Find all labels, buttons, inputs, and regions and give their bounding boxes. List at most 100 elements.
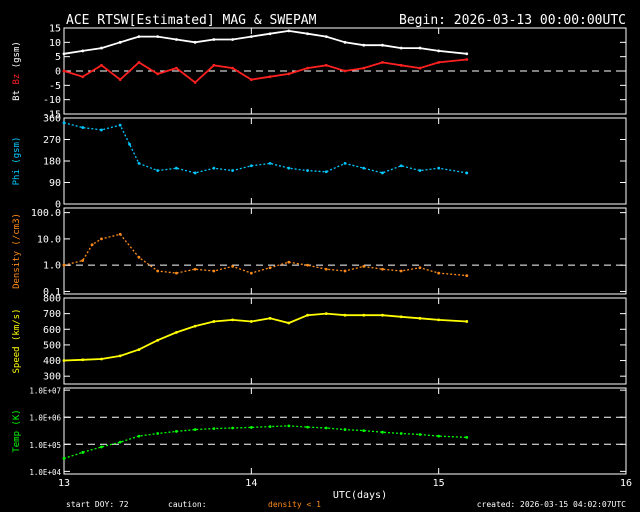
series-bz-line (63, 58, 467, 84)
series-bt-point (175, 38, 178, 41)
y-axis-label-part: Bt (12, 90, 22, 101)
series-bt-point (362, 43, 366, 47)
x-axis-label: UTC(days) (333, 490, 387, 501)
series-bz-point (381, 61, 384, 64)
series-bt-point (437, 49, 441, 53)
created-time: created: 2026-03-15 04:02:07UTC (477, 500, 626, 509)
y-axis-label-part: Bz (12, 74, 22, 90)
panel-frame (63, 387, 627, 475)
series-phi-point (362, 166, 366, 170)
series-temp-point (137, 434, 141, 438)
y-tick-label: 1.0E+05 (29, 441, 61, 450)
y-tick-label: 0.1 (43, 287, 61, 298)
series-bt-point (118, 40, 122, 44)
series-density-point (418, 266, 422, 270)
series-phi-point (381, 171, 384, 175)
series-speed-point (287, 321, 291, 325)
series-bz-point (81, 75, 85, 79)
series-density-point (268, 266, 272, 270)
series-density-point (90, 243, 94, 247)
panel-phi: 360 270 180 90 0 Phi (gsm) (12, 114, 627, 211)
series-speed-point (465, 320, 469, 323)
y-tick-label: 90 (49, 178, 61, 189)
series-bz-point (156, 72, 160, 76)
series-density-point (81, 259, 85, 262)
series-phi-line (63, 122, 467, 174)
series-bz-point (324, 63, 328, 67)
series-speed-point (62, 359, 66, 362)
series-density-point (62, 263, 66, 267)
y-tick-label: 10.0 (37, 234, 61, 245)
series-bz-point (287, 72, 291, 76)
series-phi-point (81, 126, 85, 129)
y-axis-label: Phi (gsm) (12, 137, 22, 186)
series-phi-point (231, 169, 235, 172)
series-density-point (399, 269, 403, 273)
start-doy: start DOY: 72 (66, 500, 129, 509)
y-axis-label: Speed (km/s) (12, 308, 22, 373)
series-density-point (324, 267, 328, 271)
series-speed-point (437, 318, 441, 322)
panel-density: 100.0 10.0 1.0 0.1 Density (/cm3) (12, 207, 627, 298)
x-tick-label: 16 (620, 478, 632, 489)
series-bt-point (193, 40, 197, 44)
series-speed-point (381, 313, 384, 317)
y-tick-label: 180 (43, 157, 61, 168)
series-bz-point (193, 81, 197, 84)
series-speed-point (175, 331, 178, 334)
series-bz-point (249, 78, 253, 81)
series-temp-point (287, 424, 291, 428)
series-bz-point (268, 75, 272, 79)
y-tick-label: 1.0E+06 (29, 414, 61, 423)
y-tick-label: 1.0 (43, 261, 61, 272)
series-phi-point (437, 166, 441, 170)
y-tick-label: 100.0 (31, 208, 61, 219)
series-bt-point (231, 38, 235, 41)
series-speed-point (212, 320, 216, 323)
series-speed-line (63, 312, 467, 362)
series-bt-point (268, 32, 272, 36)
y-tick-label: -15 (43, 110, 61, 121)
series-phi-point (343, 161, 347, 165)
y-tick-label: 300 (43, 372, 61, 383)
series-speed-point (324, 312, 328, 316)
series-bz-point (418, 66, 422, 70)
series-speed-point (343, 313, 347, 317)
series-density-point (343, 269, 347, 273)
series-phi-point (62, 121, 66, 125)
series-density-point (437, 271, 441, 275)
series-temp-point (399, 432, 403, 435)
series-phi-point (193, 171, 197, 175)
series-density-point (465, 274, 469, 278)
y-tick-label: 1.0E+04 (29, 468, 61, 477)
y-tick-label: 0 (55, 67, 61, 78)
x-tick-label: 14 (245, 478, 257, 489)
series-speed-point (268, 316, 272, 320)
series-temp-point (306, 425, 309, 429)
series-bz-point (437, 61, 441, 64)
series-speed-point (249, 320, 253, 323)
series-density-point (231, 264, 235, 268)
series-bz-point (343, 69, 347, 73)
series-phi-point (287, 166, 291, 170)
series-density-point (175, 271, 178, 275)
series-phi-point (128, 142, 131, 146)
series-phi-point (268, 161, 272, 165)
series-temp-point (118, 440, 122, 444)
series-bt-point (137, 35, 141, 38)
y-tick-label: 270 (43, 135, 61, 146)
begin-time: Begin: 2026-03-13 00:00:00UTC (399, 13, 626, 28)
series-speed-point (231, 318, 235, 322)
series-speed-point (118, 354, 122, 358)
series-temp-point (212, 427, 216, 430)
series-bt-point (343, 40, 347, 44)
series-temp-point (324, 426, 328, 430)
y-tick-label: 1.0E+07 (29, 387, 61, 396)
y-tick-label: 700 (43, 309, 61, 320)
x-tick-label: 15 (433, 478, 445, 489)
panel-speed: 800 700 600 500 400 300 Speed (km/s) (12, 294, 627, 385)
series-bt-point (399, 46, 403, 50)
series-bz-point (362, 66, 366, 70)
series-density-point (306, 263, 309, 267)
series-temp-point (81, 451, 85, 454)
